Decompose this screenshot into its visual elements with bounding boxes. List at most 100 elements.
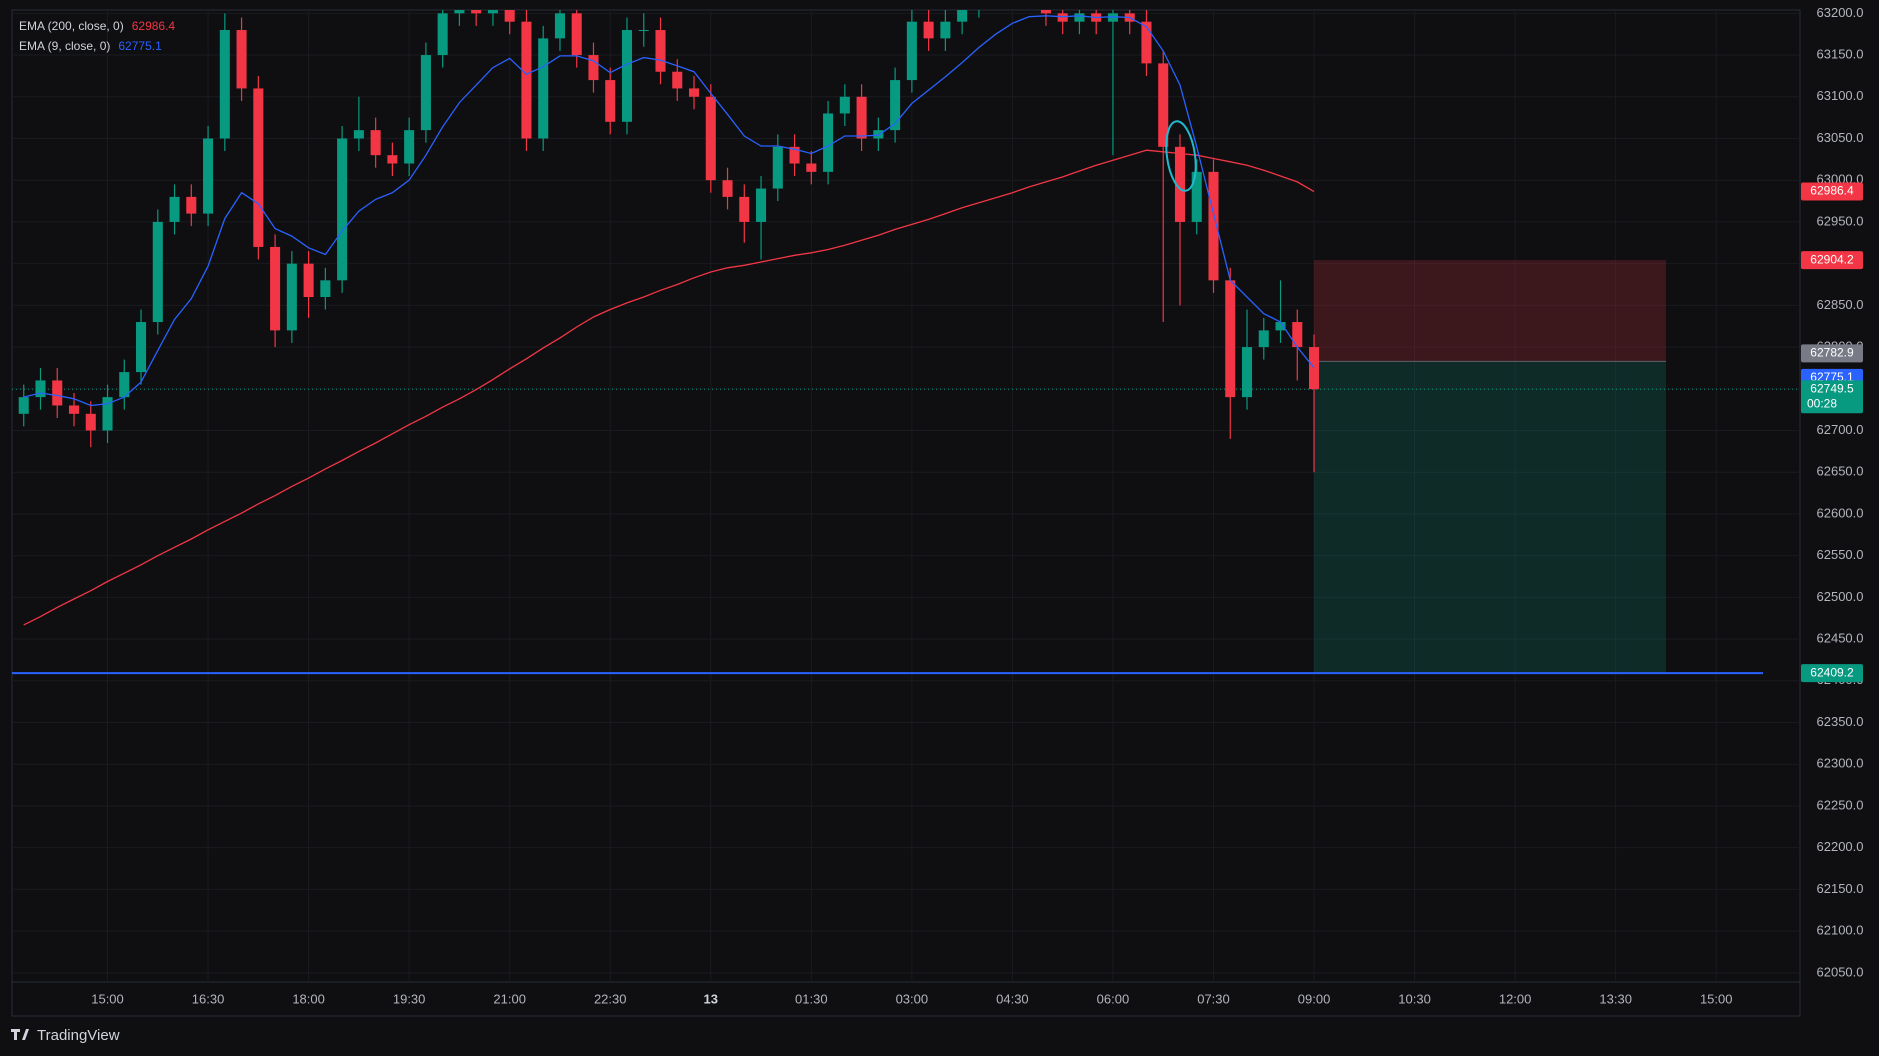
x-tick-label: 06:00 xyxy=(1097,991,1130,1006)
candle-body xyxy=(806,163,817,172)
candle-body xyxy=(169,196,180,222)
last-price-label-bg xyxy=(1801,380,1863,414)
y-tick-label: 62150.0 xyxy=(1817,881,1864,896)
y-tick-label: 62350.0 xyxy=(1817,714,1864,729)
candle-body xyxy=(404,130,415,164)
candle-body xyxy=(856,96,867,139)
y-tick-label: 62100.0 xyxy=(1817,923,1864,938)
candle-body xyxy=(337,138,348,281)
candle-body xyxy=(789,146,800,164)
candle-body xyxy=(219,30,230,139)
candle-body xyxy=(672,71,683,89)
candle-body xyxy=(102,397,113,431)
candle-body xyxy=(152,221,163,323)
legend-label: EMA (9, close, 0) xyxy=(19,39,110,53)
y-tick-label: 62500.0 xyxy=(1817,589,1864,604)
x-tick-label: 21:00 xyxy=(493,991,526,1006)
x-tick-label: 15:00 xyxy=(91,991,124,1006)
y-tick-label: 62300.0 xyxy=(1817,756,1864,771)
x-tick-label: 15:00 xyxy=(1700,991,1733,1006)
candle-body xyxy=(387,155,398,164)
position-target-zone xyxy=(1314,361,1666,674)
brand-logo: TradingView xyxy=(11,1027,120,1044)
candle-body xyxy=(1174,146,1186,222)
candle-body xyxy=(571,13,582,56)
candle-body xyxy=(471,10,482,14)
candle-body xyxy=(538,38,549,139)
candle-body xyxy=(521,21,532,139)
candle-body xyxy=(353,130,364,139)
y-tick-label: 62250.0 xyxy=(1817,797,1864,812)
y-tick-label: 62650.0 xyxy=(1817,464,1864,479)
candle-body xyxy=(52,380,63,406)
candle-body xyxy=(320,280,331,298)
x-tick-label: 12:00 xyxy=(1499,991,1532,1006)
candle-body xyxy=(823,113,834,172)
y-tick-label: 62050.0 xyxy=(1817,964,1864,979)
candle-body xyxy=(437,13,448,56)
candle-body xyxy=(655,30,666,72)
x-tick-label: 16:30 xyxy=(192,991,225,1006)
candle-body xyxy=(136,322,147,373)
candle-body xyxy=(504,10,515,22)
countdown-label: 00:28 xyxy=(1807,396,1837,410)
candle-body xyxy=(35,380,46,398)
candle-body xyxy=(588,55,599,81)
candle-body xyxy=(688,88,700,97)
candle-body xyxy=(940,21,951,39)
ema-line xyxy=(23,15,1315,407)
candle-body xyxy=(85,413,96,431)
candle-body xyxy=(420,55,431,131)
last-price-label: 62749.5 xyxy=(1810,381,1854,395)
y-tick-label: 62850.0 xyxy=(1817,297,1864,312)
candle-body xyxy=(1258,330,1269,348)
candle-body xyxy=(957,10,968,22)
candle-body xyxy=(203,138,214,214)
candle-body xyxy=(236,30,247,89)
candle-body xyxy=(873,130,884,139)
plot-area xyxy=(12,10,1800,982)
candle-body xyxy=(1107,13,1118,22)
candle-body xyxy=(705,96,716,181)
drawing-annotation xyxy=(1165,120,1197,192)
ema200-price-label: 62986.4 xyxy=(1810,184,1854,198)
candle-body xyxy=(772,146,783,189)
candle-body xyxy=(454,10,465,14)
stop-price-label: 62904.2 xyxy=(1810,252,1854,266)
candle-body xyxy=(839,96,850,114)
candle-body xyxy=(487,10,498,14)
x-tick-label: 13:30 xyxy=(1599,991,1632,1006)
candle-body xyxy=(1208,171,1219,281)
x-tick-label: 19:30 xyxy=(393,991,426,1006)
candle-body xyxy=(923,21,934,39)
candle-body xyxy=(1057,13,1068,22)
y-tick-label: 63200.0 xyxy=(1817,5,1864,20)
x-tick-label: 04:30 xyxy=(996,991,1029,1006)
stop-price-label-bg xyxy=(1801,251,1863,270)
entry-price-label: 62782.9 xyxy=(1810,346,1854,360)
y-tick-label: 62550.0 xyxy=(1817,547,1864,562)
candle-body xyxy=(68,405,80,414)
candle-body xyxy=(1292,322,1303,348)
y-tick-label: 63100.0 xyxy=(1817,88,1864,103)
y-tick-label: 62200.0 xyxy=(1817,839,1864,854)
candle-body xyxy=(605,80,616,122)
y-tick-label: 62950.0 xyxy=(1817,213,1864,228)
x-tick-label: 03:00 xyxy=(896,991,929,1006)
x-tick-label: 07:30 xyxy=(1197,991,1230,1006)
candle-body xyxy=(119,372,130,398)
y-tick-label: 63150.0 xyxy=(1817,46,1864,61)
candle-body xyxy=(270,246,281,331)
target-price-label: 62409.2 xyxy=(1810,665,1854,679)
candle-body xyxy=(1309,347,1320,390)
x-tick-label: 10:30 xyxy=(1398,991,1431,1006)
x-tick-label: 13 xyxy=(704,991,718,1006)
candle-body xyxy=(18,397,29,414)
y-tick-label: 62600.0 xyxy=(1817,505,1864,520)
x-tick-label: 18:00 xyxy=(292,991,325,1006)
x-tick-label: 01:30 xyxy=(795,991,828,1006)
legend-value: 62986.4 xyxy=(132,19,176,33)
entry-price-label-bg xyxy=(1801,344,1863,363)
